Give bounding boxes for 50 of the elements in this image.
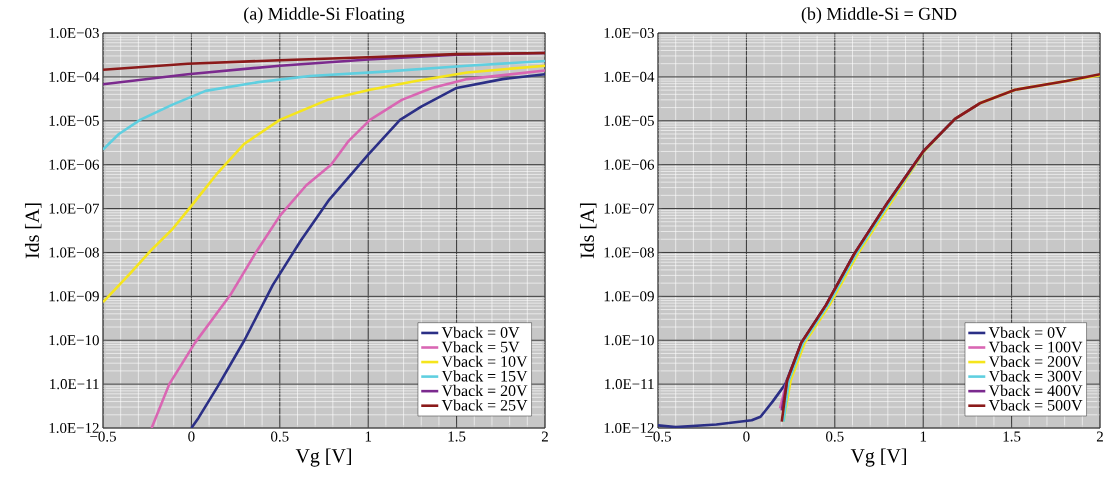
y-tick-label: 1.0E−09 — [604, 291, 654, 302]
y-tick-label: 1.0E−07 — [604, 203, 655, 214]
x-tick-label: 0.5 — [271, 431, 289, 442]
legend-label: Vback = 20V — [441, 384, 528, 397]
chart-title: (a) Middle-Si Floating — [244, 7, 405, 24]
y-tick-label: 1.0E−05 — [49, 115, 99, 126]
x-tick-label: 2 — [1096, 431, 1103, 442]
legend-label: Vback = 400V — [988, 384, 1083, 397]
y-tick-label: 1.0E−08 — [604, 247, 654, 258]
chart-title: (b) Middle-Si = GND — [801, 7, 957, 24]
x-tick-label: 1 — [920, 431, 927, 442]
legend-label: Vback = 100V — [988, 341, 1083, 353]
x-tick-label: 0 — [188, 431, 195, 442]
y-axis-title: Ids [A] — [579, 203, 597, 259]
legend-label: Vback = 0V — [988, 326, 1067, 338]
legend-label: Vback = 200V — [988, 355, 1083, 368]
x-tick-label: 1.5 — [1003, 431, 1021, 442]
y-tick-label: 1.0E−12 — [604, 422, 654, 434]
y-tick-label: 1.0E−06 — [604, 159, 655, 170]
x-tick-label: 1 — [365, 431, 372, 442]
legend-label: Vback = 10V — [441, 355, 528, 368]
x-axis-title: Vg [V] — [850, 448, 906, 467]
x-tick-label: 0.5 — [826, 431, 844, 442]
y-tick-label: 1.0E−03 — [604, 27, 654, 39]
legend-label: Vback = 25V — [441, 399, 528, 411]
x-tick-label: −0.5 — [645, 431, 671, 442]
y-tick-label: 1.0E−11 — [50, 379, 99, 390]
legend-label: Vback = 300V — [988, 370, 1083, 382]
legend-label: Vback = 5V — [441, 341, 520, 353]
legend-label: Vback = 0V — [441, 326, 520, 338]
x-axis-title: Vg [V] — [295, 448, 351, 467]
y-tick-label: 1.0E−04 — [49, 71, 100, 82]
y-tick-label: 1.0E−04 — [604, 71, 655, 82]
y-tick-label: 1.0E−10 — [604, 335, 654, 346]
x-tick-label: 1.5 — [448, 431, 466, 442]
y-tick-label: 1.0E−03 — [49, 27, 99, 39]
y-tick-label: 1.0E−11 — [605, 379, 654, 390]
legend-label: Vback = 500V — [988, 399, 1083, 411]
x-tick-label: −0.5 — [90, 431, 116, 442]
y-tick-label: 1.0E−08 — [49, 247, 99, 258]
y-tick-label: 1.0E−05 — [604, 115, 654, 126]
y-tick-label: 1.0E−10 — [49, 335, 99, 346]
y-axis-title: Ids [A] — [24, 203, 42, 259]
x-tick-label: 2 — [541, 431, 548, 442]
y-tick-label: 1.0E−09 — [49, 291, 99, 302]
x-tick-label: 0 — [743, 431, 750, 442]
legend-label: Vback = 15V — [441, 370, 528, 382]
y-tick-label: 1.0E−07 — [49, 203, 100, 214]
y-tick-label: 1.0E−12 — [49, 422, 99, 434]
y-tick-label: 1.0E−06 — [49, 159, 100, 170]
